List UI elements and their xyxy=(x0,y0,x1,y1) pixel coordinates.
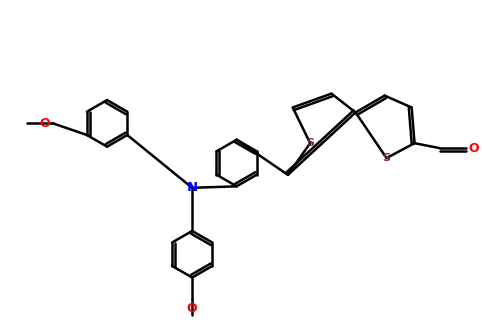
Text: N: N xyxy=(187,181,198,194)
Text: O: O xyxy=(187,302,198,315)
Text: O: O xyxy=(40,117,50,130)
Text: S: S xyxy=(306,138,314,148)
Text: S: S xyxy=(383,153,390,163)
Text: O: O xyxy=(469,142,479,155)
